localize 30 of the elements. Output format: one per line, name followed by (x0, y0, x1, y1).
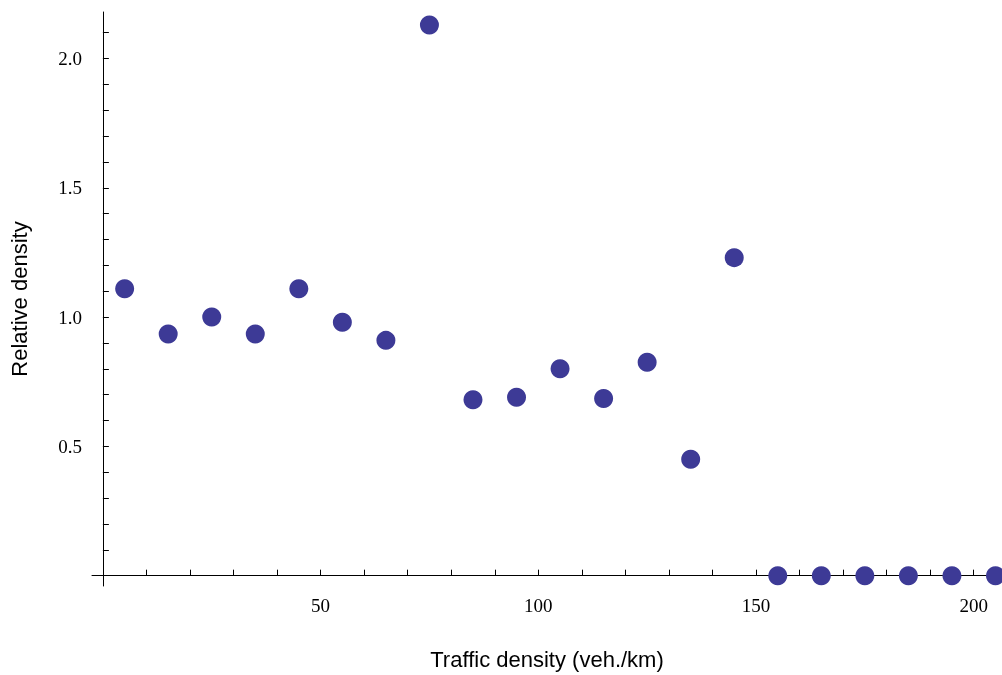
y-tick-label: 1.5 (58, 177, 82, 199)
x-axis-title: Traffic density (veh./km) (430, 646, 664, 672)
point (115, 279, 135, 299)
y-tick-label: 0.5 (58, 435, 82, 457)
point (637, 352, 657, 372)
point (724, 248, 744, 268)
point (811, 566, 831, 586)
x-tick-label: 200 (959, 595, 988, 616)
point (419, 15, 439, 35)
point (942, 566, 962, 586)
point (855, 566, 875, 586)
x-tick-label: 150 (741, 595, 771, 616)
point (898, 566, 918, 586)
y-axis-title: Relative density (6, 221, 32, 377)
point (202, 307, 222, 327)
x-tick-label: 50 (311, 595, 331, 616)
point (507, 387, 527, 407)
point (289, 279, 309, 299)
point (376, 330, 396, 350)
point (332, 312, 352, 332)
point (768, 566, 788, 586)
point (550, 359, 570, 379)
point (245, 324, 265, 344)
y-tick-label: 1.0 (58, 306, 82, 328)
point (681, 449, 701, 469)
point (463, 390, 483, 410)
point (158, 324, 178, 344)
y-tick-label: 2.0 (58, 48, 82, 70)
point (594, 389, 614, 409)
x-tick-label: 100 (524, 595, 553, 616)
